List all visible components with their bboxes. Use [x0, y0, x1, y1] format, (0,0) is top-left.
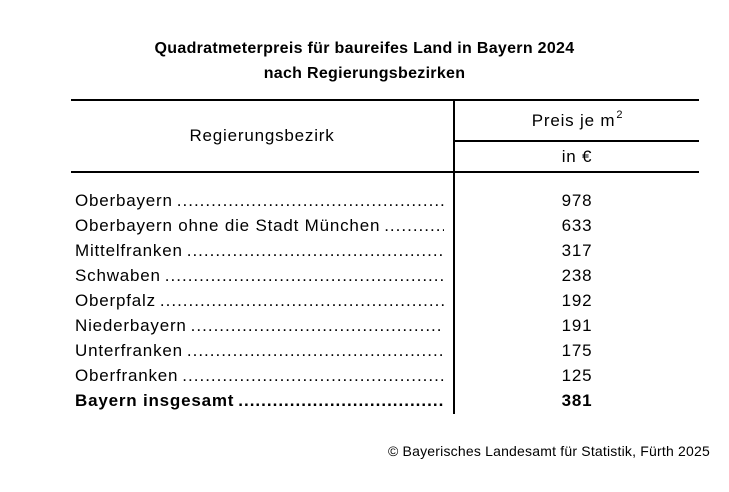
row-label-cell: Niederbayern............................… — [71, 313, 453, 338]
region-label: Oberbayern ohne die Stadt München — [75, 216, 381, 235]
row-label-cell: Bayern insgesamt........................… — [71, 388, 453, 413]
price-value: 978 — [561, 191, 593, 210]
price-header-text: Preis je m — [531, 110, 616, 130]
table-body: Oberbayern..............................… — [71, 173, 699, 413]
table-row: Unterfranken............................… — [71, 338, 699, 363]
table-row: Oberbayern..............................… — [71, 188, 699, 213]
table-row: Niederbayern............................… — [71, 313, 699, 338]
leader-dots: ........................................… — [164, 266, 444, 285]
row-label-cell: Oberbayern..............................… — [71, 188, 453, 213]
row-label-cell: Oberbayern ohne die Stadt München.......… — [71, 213, 453, 238]
price-value: 191 — [561, 316, 593, 335]
header-bottom-rule — [71, 171, 699, 173]
price-value: 175 — [561, 341, 593, 360]
price-value: 238 — [561, 266, 593, 285]
row-label-cell: Mittelfranken...........................… — [71, 238, 453, 263]
table-row: Schwaben................................… — [71, 263, 699, 288]
price-value: 317 — [561, 241, 593, 260]
table-row: Oberfranken.............................… — [71, 363, 699, 388]
row-label-cell: Unterfranken............................… — [71, 338, 453, 363]
price-value: 381 — [561, 391, 593, 410]
column-divider-rule — [453, 99, 455, 414]
table-row: Oberpfalz...............................… — [71, 288, 699, 313]
region-label: Schwaben — [75, 266, 161, 285]
leader-dots: ........................................… — [238, 391, 444, 410]
region-label: Oberfranken — [75, 366, 179, 385]
leader-dots: ........................................… — [190, 316, 444, 335]
leader-dots: ........................................… — [186, 241, 444, 260]
region-label: Unterfranken — [75, 341, 183, 360]
leader-dots: ........................................… — [186, 341, 444, 360]
row-label-cell: Oberpfalz...............................… — [71, 288, 453, 313]
page-title-line-1: Quadratmeterpreis für baureifes Land in … — [154, 40, 575, 57]
table-top-rule — [71, 99, 699, 101]
table-row-total: Bayern insgesamt........................… — [71, 388, 699, 413]
page-title: Quadratmeterpreis für baureifes Land in … — [0, 36, 729, 86]
column-header-unit-euro: in € — [561, 146, 593, 166]
leader-dots: ........................................… — [176, 191, 444, 210]
leader-dots: ........................................… — [159, 291, 444, 310]
table-row: Oberbayern ohne die Stadt München.......… — [71, 213, 699, 238]
region-label: Oberbayern — [75, 191, 173, 210]
price-value: 125 — [561, 366, 593, 385]
row-label-cell: Oberfranken.............................… — [71, 363, 453, 388]
region-label: Bayern insgesamt — [75, 391, 235, 410]
header-middle-rule — [453, 140, 699, 142]
page-title-line-2: nach Regierungsbezirken — [263, 65, 466, 82]
copyright-notice: © Bayerisches Landesamt für Statistik, F… — [387, 443, 710, 459]
row-label-cell: Schwaben................................… — [71, 263, 453, 288]
price-value: 633 — [561, 216, 593, 235]
region-label: Niederbayern — [75, 316, 187, 335]
leader-dots: ........................................… — [384, 216, 444, 235]
region-label: Mittelfranken — [75, 241, 183, 260]
price-value: 192 — [561, 291, 593, 310]
table-row: Mittelfranken...........................… — [71, 238, 699, 263]
column-header-regierungsbezirk: Regierungsbezirk — [189, 126, 335, 145]
region-label: Oberpfalz — [75, 291, 156, 310]
leader-dots: ........................................… — [182, 366, 444, 385]
